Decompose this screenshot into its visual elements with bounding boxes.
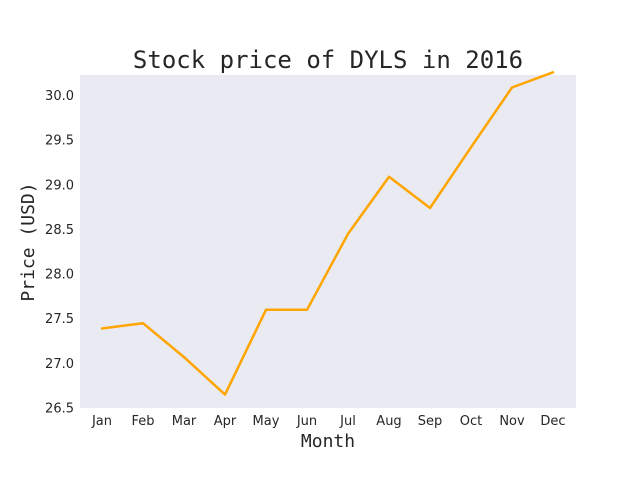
plot-area <box>80 75 576 408</box>
chart-title: Stock price of DYLS in 2016 <box>133 46 523 74</box>
x-tick-label: Apr <box>214 414 237 429</box>
y-tick-label: 30.0 <box>45 89 74 104</box>
x-tick-label: Mar <box>172 414 197 429</box>
x-axis-ticks: Jan Feb Mar Apr May Jun Jul Aug Sep Oct Nov Dec <box>91 414 566 429</box>
y-tick-label: 29.5 <box>45 134 74 149</box>
y-tick-label: 28.0 <box>45 268 74 283</box>
y-tick-label: 27.5 <box>45 312 74 327</box>
x-tick-label: Jun <box>296 414 317 429</box>
price-series-line <box>100 71 555 396</box>
x-tick-label: May <box>253 414 280 429</box>
x-tick-label: Sep <box>418 414 443 429</box>
x-tick-label: Nov <box>499 414 525 429</box>
y-tick-label: 28.5 <box>45 223 74 238</box>
x-tick-label: Dec <box>540 414 565 429</box>
x-tick-label: Feb <box>131 414 154 429</box>
x-axis-label: Month <box>301 431 355 452</box>
y-tick-label: 26.5 <box>45 402 74 417</box>
x-tick-label: Oct <box>460 414 482 429</box>
y-axis-ticks: 26.5 27.0 27.5 28.0 28.5 29.0 29.5 30.0 <box>45 89 74 416</box>
y-tick-label: 27.0 <box>45 357 74 372</box>
x-tick-label: Jul <box>339 414 356 429</box>
y-axis-label: Price (USD) <box>18 182 39 301</box>
x-tick-label: Aug <box>376 414 401 429</box>
y-tick-label: 29.0 <box>45 178 74 193</box>
x-tick-label: Jan <box>91 414 112 429</box>
